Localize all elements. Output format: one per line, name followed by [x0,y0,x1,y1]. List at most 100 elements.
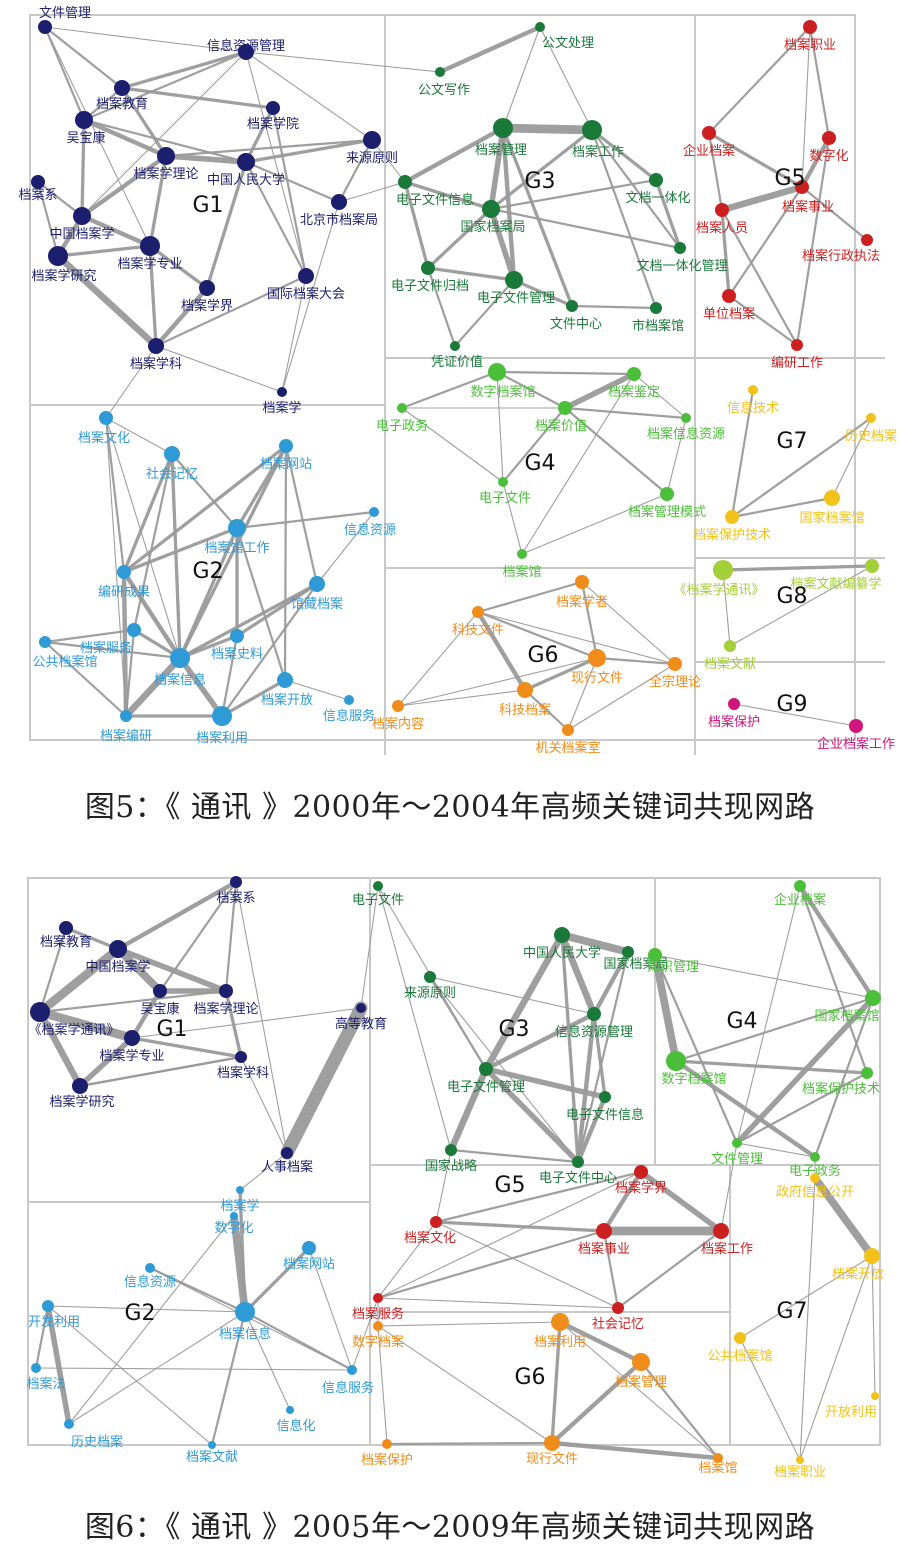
node-label: 档案学科 [130,356,182,372]
edge [795,136,831,347]
edge [81,51,247,217]
node-label: 档案管理 [615,1375,667,1390]
node [587,1007,601,1021]
edge [739,1337,801,1461]
edge [800,185,869,242]
edge [673,1058,818,1160]
edge [638,1169,724,1234]
node [59,921,73,935]
node [148,338,164,354]
node-label: 人事档案 [261,1160,313,1175]
node [725,510,739,524]
node [866,413,876,423]
edge [81,117,169,159]
edge [224,989,243,1059]
edge [718,183,806,214]
node [235,1302,255,1322]
edge [115,879,239,952]
node-label: 吴宝康 [140,1001,179,1017]
cluster-label: G1 [156,1017,187,1042]
node [572,1156,584,1168]
node-label: 档案文献 [704,657,756,672]
edge [633,373,687,419]
edge [567,657,598,731]
node-label: 国家档案馆 [814,1008,879,1024]
edge [590,128,658,182]
edge [120,50,248,90]
cluster-borders [29,14,885,755]
node-label: 来源原则 [404,986,456,1001]
node [861,234,873,246]
node-label: 档案利用 [196,731,248,746]
node [824,490,840,506]
node-label: 档案人员 [696,221,748,236]
node-label: 档案保护技术 [693,528,771,543]
edge [239,1152,288,1191]
node [535,22,545,32]
node-label: 国家档案局 [460,219,525,235]
edge [602,1229,620,1310]
node [72,1078,88,1094]
edge [495,370,636,376]
node [599,1091,611,1103]
node-label: 档案保护 [708,715,760,730]
edge [121,569,129,719]
node [596,1223,612,1239]
node [208,1441,216,1449]
edge [43,25,86,122]
edge [220,678,287,718]
edge [674,996,875,1063]
node-label: 中国档案学 [85,959,150,975]
node-label: 编研成果 [98,585,150,600]
edge [575,1094,608,1165]
node-label: 公共档案馆 [707,1349,772,1364]
node-label: 档案教育 [96,96,148,112]
node-label: 档案学 [262,400,301,416]
node-label: 电子文件中心 [539,1171,617,1186]
edge [36,1008,84,1090]
node-label: 档案学专业 [99,1048,164,1064]
edge [244,106,275,164]
edge [377,1325,553,1444]
node-label: 开发利用 [28,1314,80,1330]
edge [562,371,637,411]
node [554,927,570,943]
node-label: 档案事业 [782,200,834,215]
edge [235,582,319,638]
node [38,20,52,34]
node [309,576,325,592]
node [382,1439,392,1449]
edge [79,153,169,219]
edge [120,86,168,158]
node [715,203,729,217]
node-label: 政府信息公开 [776,1184,854,1200]
node [864,1248,880,1264]
edge [502,481,523,555]
node-label: 档案史料 [211,647,263,662]
node-label: 档案文化 [78,431,130,446]
cluster-label: G6 [527,643,558,668]
node-label: 档案学界 [615,1180,667,1196]
edge [177,655,225,719]
node [281,1147,293,1159]
edge [560,933,580,1164]
node-label: 信息资源管理 [555,1024,633,1040]
edge [235,526,287,682]
edge [581,581,676,665]
cluster-borders [27,877,881,1446]
node [713,1223,729,1239]
node [622,946,634,958]
edge [284,679,350,701]
node-label: 数字档案馆 [470,385,535,400]
edge [496,371,504,483]
node [369,507,379,517]
edge [64,926,120,951]
figure-6-caption: 图6：《 通讯 》2005年～2009年高频关键词共现网路 [84,1510,816,1545]
node [153,984,167,998]
edge [590,128,682,250]
node-label: 馆藏档案 [291,597,343,612]
node [674,242,686,254]
edge [808,25,831,140]
